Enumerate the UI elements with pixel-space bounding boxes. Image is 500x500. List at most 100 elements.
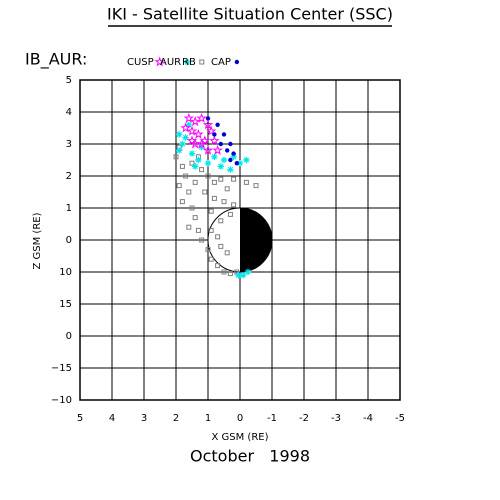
- x-axis-label: X GSM (RE): [211, 432, 268, 443]
- asterisk-marker: [220, 156, 228, 164]
- asterisk-marker: [176, 147, 183, 154]
- square-marker: [215, 263, 221, 269]
- chart-title: IKI - Satellite Situation Center (SSC): [107, 5, 393, 24]
- asterisk-marker: [185, 121, 192, 128]
- legend-label: AUR: [160, 57, 181, 68]
- x-tick-label: -1: [267, 413, 277, 424]
- asterisk-marker: [217, 163, 224, 170]
- footer: October 1998: [190, 447, 310, 466]
- square-marker: [202, 189, 208, 195]
- star-marker: [209, 135, 220, 146]
- x-tick-label: -4: [363, 413, 373, 424]
- x-tick-label: 3: [141, 413, 147, 424]
- legend-label: CAP: [211, 57, 231, 68]
- square-marker: [179, 163, 185, 169]
- star-marker: [180, 122, 191, 133]
- square-marker: [224, 186, 230, 192]
- asterisk-marker: [235, 272, 242, 279]
- legend-symbol: [154, 56, 165, 67]
- square-marker: [186, 189, 192, 195]
- square-marker: [195, 227, 201, 233]
- star-marker: [196, 112, 207, 123]
- square-marker: [231, 176, 237, 182]
- x-tick-label: -5: [395, 413, 405, 424]
- square-marker: [218, 176, 224, 182]
- dot-marker: [215, 122, 220, 128]
- asterisk-marker: [244, 268, 252, 276]
- square-marker: [205, 247, 211, 253]
- y-tick-label: 1: [66, 203, 72, 214]
- square-marker: [253, 183, 259, 189]
- star-marker: [212, 144, 223, 155]
- square-marker: [186, 224, 192, 230]
- square-marker: [224, 250, 230, 256]
- y-tick-label: 10: [59, 267, 72, 278]
- square-marker: [183, 173, 189, 179]
- square-marker: [218, 218, 224, 224]
- y-tick-label: 0: [66, 331, 72, 342]
- x-tick-label: 1: [205, 413, 211, 424]
- dot-marker: [234, 161, 239, 166]
- asterisk-marker: [204, 160, 212, 167]
- asterisk-marker: [227, 166, 234, 173]
- star-marker: [186, 125, 198, 136]
- dot-marker: [228, 141, 233, 147]
- square-marker: [179, 199, 185, 205]
- star-marker: [202, 144, 214, 155]
- dot-marker: [228, 157, 233, 163]
- asterisk-marker: [211, 153, 218, 160]
- square-marker: [227, 271, 233, 277]
- dot-marker: [221, 132, 227, 137]
- square-marker: [221, 199, 227, 205]
- dot-marker: [231, 151, 236, 156]
- square-marker: [227, 211, 233, 217]
- asterisk-marker: [188, 150, 196, 157]
- dot-marker: [212, 132, 217, 137]
- square-marker: [173, 154, 179, 160]
- x-tick-label: -2: [299, 413, 309, 424]
- asterisk-marker: [243, 156, 250, 164]
- square-marker: [192, 179, 198, 185]
- square-marker: [189, 160, 195, 166]
- square-marker: [231, 202, 237, 208]
- x-tick-label: -3: [331, 413, 341, 424]
- square-marker: [243, 179, 249, 185]
- legend-label: RB: [182, 57, 196, 68]
- earth-night: [240, 208, 272, 272]
- y-tick-label: −15: [51, 363, 72, 374]
- square-marker: [205, 173, 211, 179]
- square-marker: [189, 205, 195, 211]
- star-marker: [202, 119, 214, 130]
- legend-symbol: [199, 59, 205, 65]
- dot-marker: [225, 148, 230, 153]
- square-marker: [192, 215, 198, 221]
- y-tick-label: 4: [66, 107, 72, 118]
- y-tick-label: 5: [66, 75, 72, 86]
- square-marker: [208, 227, 214, 233]
- x-tick-label: 0: [237, 413, 243, 424]
- star-marker: [193, 128, 204, 139]
- y-tick-label: 2: [66, 171, 72, 182]
- asterisk-marker: [230, 153, 237, 160]
- x-tick-label: 4: [109, 413, 115, 424]
- star-marker: [183, 112, 195, 123]
- square-marker: [215, 234, 221, 240]
- x-tick-label: 2: [173, 413, 179, 424]
- y-tick-label: 0: [66, 235, 72, 246]
- asterisk-marker: [240, 272, 247, 279]
- square-marker: [176, 183, 182, 189]
- square-marker: [218, 243, 224, 249]
- asterisk-marker: [182, 134, 189, 141]
- square-marker: [199, 167, 205, 173]
- star-marker: [205, 125, 217, 136]
- y-axis-label: Z GSM (RE): [32, 212, 43, 269]
- plot-frame: [79, 79, 401, 401]
- y-tick-label: 15: [59, 299, 72, 310]
- star-marker: [189, 116, 201, 127]
- asterisk-marker: [236, 160, 244, 167]
- legend-label: CUSP: [127, 57, 154, 68]
- asterisk-marker: [198, 144, 205, 151]
- square-marker: [208, 256, 214, 262]
- square-marker: [211, 195, 217, 201]
